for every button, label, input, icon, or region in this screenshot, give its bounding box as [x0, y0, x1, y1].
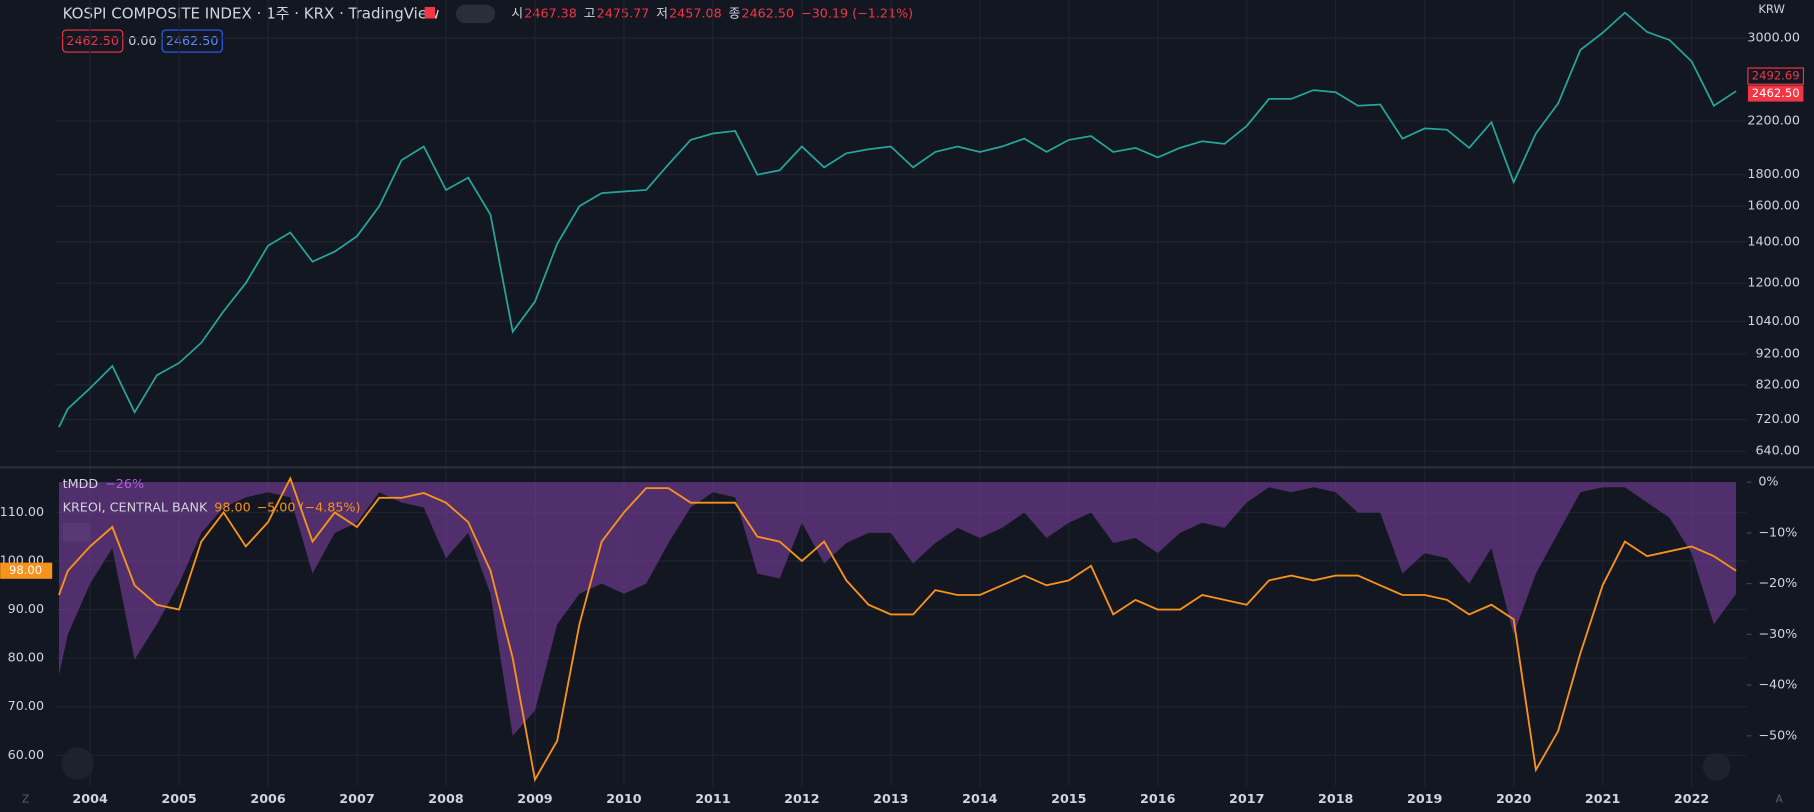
x-tick-label: 2005	[161, 791, 196, 806]
ohlc-value: 2457.08	[669, 5, 722, 20]
price-box	[161, 29, 223, 53]
price-badge-text: 2492.69	[1752, 69, 1800, 83]
price-line	[58, 11, 1737, 428]
legend-value: 98.00	[214, 499, 250, 514]
y-tick-label: 640.00	[1755, 443, 1800, 458]
y-tick-label: 820.00	[1755, 376, 1800, 391]
ohlc-change: −30.19 (−1.21%)	[801, 5, 913, 20]
x-tick-label: 2022	[1674, 791, 1709, 806]
ohlc-label: 종	[729, 5, 741, 20]
legend-name: tMDD	[63, 476, 99, 491]
y-tick-label: 1040.00	[1747, 313, 1800, 328]
price-badge	[1747, 67, 1805, 85]
legend-value: −26%	[105, 476, 144, 491]
price-badge-text: 2462.50	[1752, 86, 1800, 100]
y-tick-label: 70.00	[8, 698, 44, 713]
ohlc-value: 2475.77	[597, 5, 650, 20]
x-tick-label: 2018	[1318, 791, 1354, 806]
y2-tick-label: −30%	[1758, 626, 1797, 641]
x-tick-label: 2008	[428, 791, 464, 806]
y2-tick-label: −40%	[1758, 677, 1797, 692]
value-badge-text: 98.00	[9, 563, 42, 577]
y-tick-label: 1800.00	[1747, 166, 1800, 181]
x-tick-label: 2012	[784, 791, 819, 806]
x-tick-label: 2007	[339, 791, 374, 806]
x-tick-label: 2009	[517, 791, 553, 806]
x-tick-label: 2013	[873, 791, 908, 806]
y-tick-label: 1600.00	[1747, 198, 1800, 213]
currency-label: KRW	[1758, 2, 1785, 16]
ohlc-label: 시	[511, 5, 523, 20]
ohlc-label: 고	[584, 5, 596, 20]
y-tick-label: 2200.00	[1747, 113, 1800, 128]
y2-tick-label: −50%	[1758, 727, 1797, 742]
x-tick-label: 2017	[1229, 791, 1264, 806]
price-badge	[1747, 85, 1804, 102]
x-tick-label: 2010	[606, 791, 642, 806]
scroll-button[interactable]	[1702, 753, 1731, 781]
price-box	[62, 29, 124, 53]
y-tick-label: 110.00	[0, 504, 44, 519]
y-tick-label: 90.00	[8, 601, 44, 616]
x-tick-label: 2020	[1496, 791, 1532, 806]
y-tick-label: 60.00	[8, 747, 44, 762]
x-tick-label: 2011	[695, 791, 730, 806]
ohlc-value: 2467.38	[524, 5, 577, 20]
x-tick-label: 2019	[1407, 791, 1443, 806]
value-badge	[0, 562, 53, 579]
ohlc-label: 저	[656, 5, 668, 20]
toggle[interactable]	[455, 4, 496, 24]
corner-label[interactable]: Z	[22, 793, 29, 805]
y-tick-label: 1200.00	[1747, 275, 1800, 290]
x-tick-label: 2014	[962, 791, 998, 806]
x-tick-label: 2016	[1140, 791, 1176, 806]
y2-tick-label: −20%	[1758, 575, 1797, 590]
flag-icon[interactable]	[424, 6, 436, 19]
y-tick-label: 920.00	[1755, 346, 1800, 361]
x-tick-label: 2021	[1585, 791, 1620, 806]
y-tick-label: 720.00	[1755, 411, 1800, 426]
legend-change: −5.00 (−4.85%)	[256, 499, 360, 514]
x-tick-label: 2006	[250, 791, 286, 806]
price-box-text: 2462.50	[66, 33, 119, 48]
price-box-text: 0.00	[128, 33, 156, 48]
x-tick-label: 2004	[72, 791, 108, 806]
tv-logo[interactable]	[61, 747, 94, 780]
price-box-text: 2462.50	[166, 33, 219, 48]
y-tick-label: 1400.00	[1747, 233, 1800, 248]
indicator-line	[58, 476, 1737, 783]
y2-tick-label: 0%	[1758, 474, 1778, 489]
legend-name: KREOI, CENTRAL BANK	[63, 499, 208, 514]
symbol-title[interactable]: KOSPI COMPOSITE INDEX · 1주 · KRX · Tradi…	[63, 4, 440, 22]
y-tick-label: 3000.00	[1747, 30, 1800, 45]
y2-tick-label: −10%	[1758, 524, 1797, 539]
ohlc-value: 2462.50	[741, 5, 794, 20]
x-tick-label: 2015	[1051, 791, 1086, 806]
corner-label[interactable]: A	[1776, 793, 1784, 805]
y-tick-label: 80.00	[8, 650, 44, 665]
